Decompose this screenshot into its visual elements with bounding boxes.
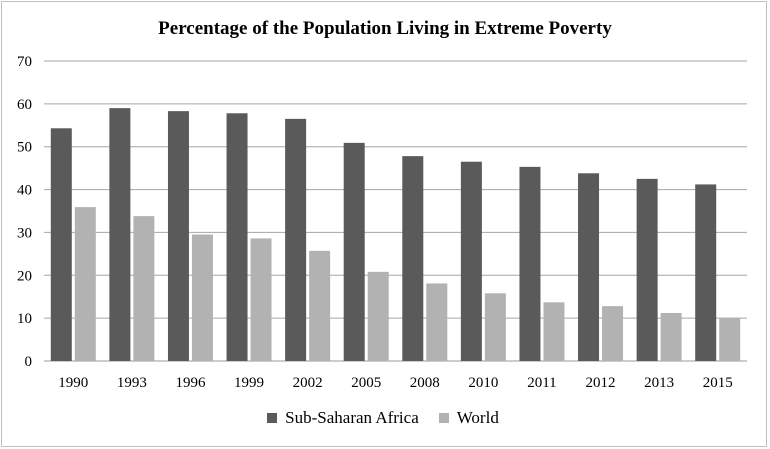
bar-world-1999 (250, 238, 272, 361)
bar-sub-saharan-africa-2012 (578, 173, 600, 361)
y-tick-label: 0 (25, 354, 33, 370)
legend-item: World (438, 408, 499, 428)
bar-world-2013 (660, 313, 682, 361)
chart-legend: Sub-Saharan Africa World (0, 408, 766, 428)
bar-world-2012 (602, 306, 624, 361)
bar-sub-saharan-africa-2005 (343, 142, 365, 361)
y-tick-label: 60 (17, 97, 32, 113)
legend-swatch (438, 413, 449, 423)
legend-swatch (267, 413, 278, 423)
y-tick-label: 70 (17, 54, 32, 70)
x-tick-label: 1993 (117, 375, 147, 391)
bar-sub-saharan-africa-2008 (402, 156, 424, 361)
bar-world-2002 (309, 250, 331, 361)
bar-world-1996 (191, 234, 213, 361)
x-tick-label: 2013 (644, 375, 674, 391)
bar-world-1990 (74, 207, 96, 361)
x-tick-label: 2015 (703, 375, 733, 391)
y-tick-label: 50 (17, 140, 32, 156)
bar-sub-saharan-africa-2015 (695, 184, 717, 361)
x-tick-label: 2011 (527, 375, 556, 391)
x-tick-label: 2002 (293, 375, 323, 391)
y-tick-label: 20 (17, 268, 32, 284)
legend-item: Sub-Saharan Africa (267, 408, 419, 428)
bar-world-2005 (367, 271, 389, 361)
bar-sub-saharan-africa-1999 (226, 113, 248, 362)
x-tick-label: 2008 (410, 375, 440, 391)
chart-title: Percentage of the Population Living in E… (158, 18, 612, 39)
x-tick-label: 2005 (351, 375, 381, 391)
y-tick-label: 10 (17, 311, 32, 327)
bar-sub-saharan-africa-1990 (50, 128, 72, 361)
bar-world-2015 (719, 317, 741, 361)
y-tick-label: 30 (17, 225, 32, 241)
bar-world-2008 (426, 283, 448, 361)
bar-world-2011 (543, 302, 565, 361)
x-tick-label: 1990 (58, 375, 88, 391)
x-tick-label: 1996 (175, 375, 206, 391)
bar-sub-saharan-africa-2011 (519, 166, 541, 361)
x-tick-label: 2010 (468, 375, 498, 391)
x-tick-label: 2012 (586, 375, 616, 391)
legend-label: Sub-Saharan Africa (285, 408, 419, 427)
x-tick-label: 1999 (234, 375, 264, 391)
y-tick-label: 40 (17, 183, 32, 199)
bar-world-2010 (484, 293, 506, 361)
legend-label: World (456, 408, 499, 427)
bar-sub-saharan-africa-2013 (636, 178, 658, 361)
bar-sub-saharan-africa-2010 (460, 161, 482, 361)
bar-sub-saharan-africa-1996 (167, 111, 189, 362)
bar-sub-saharan-africa-1993 (109, 108, 131, 362)
bar-world-1993 (133, 216, 155, 361)
bar-sub-saharan-africa-2002 (285, 118, 307, 361)
